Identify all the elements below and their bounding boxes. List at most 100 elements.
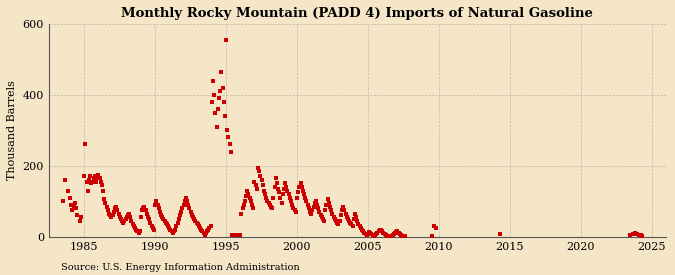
Point [342, 217, 353, 221]
Point [196, 227, 207, 232]
Point [180, 199, 190, 204]
Point [298, 188, 308, 193]
Point [323, 201, 334, 205]
Point [167, 231, 178, 235]
Point [314, 210, 325, 214]
Point [122, 213, 133, 218]
Point [140, 208, 151, 212]
Point [383, 234, 394, 238]
Point [315, 213, 326, 218]
Point [177, 206, 188, 211]
Point [71, 206, 82, 211]
Point [237, 206, 248, 211]
Point [317, 215, 327, 219]
Point [637, 233, 647, 238]
Point [236, 211, 247, 216]
Point [298, 192, 309, 196]
Point [342, 215, 352, 219]
Point [353, 222, 364, 227]
Point [82, 188, 93, 193]
Point [495, 232, 506, 236]
Point [262, 199, 273, 204]
Point [356, 226, 367, 230]
Point [208, 78, 219, 83]
Point [204, 226, 215, 230]
Point [197, 229, 208, 233]
Point [74, 219, 85, 223]
Point [156, 213, 167, 218]
Point [128, 222, 138, 227]
Point [293, 190, 304, 194]
Point [227, 233, 238, 237]
Point [244, 196, 255, 200]
Point [232, 233, 242, 237]
Point [158, 217, 169, 221]
Point [100, 201, 111, 205]
Point [145, 220, 156, 225]
Point [125, 215, 136, 219]
Point [360, 232, 371, 236]
Point [312, 203, 323, 207]
Point [352, 219, 362, 223]
Point [288, 206, 299, 211]
Point [333, 222, 344, 227]
Point [235, 233, 246, 237]
Point [365, 231, 376, 235]
Point [289, 208, 300, 212]
Point [134, 229, 145, 233]
Point [221, 38, 232, 42]
Point [265, 203, 275, 207]
Point [263, 201, 274, 205]
Point [172, 220, 183, 225]
Point [189, 217, 200, 221]
Point [113, 211, 124, 216]
Point [95, 180, 106, 184]
Point [431, 226, 442, 230]
Point [136, 208, 147, 212]
Point [337, 208, 348, 212]
Point [325, 204, 335, 209]
Point [364, 230, 375, 235]
Point [366, 232, 377, 236]
Point [238, 203, 249, 207]
Point [370, 233, 381, 237]
Point [323, 197, 333, 202]
Point [217, 86, 228, 90]
Point [198, 231, 209, 235]
Point [142, 211, 153, 216]
Point [215, 89, 225, 94]
Point [107, 213, 118, 218]
Point [216, 70, 227, 74]
Point [328, 215, 339, 219]
Point [223, 135, 234, 140]
Point [117, 219, 128, 223]
Point [279, 187, 290, 191]
Point [246, 203, 257, 207]
Point [375, 228, 386, 232]
Point [68, 204, 79, 209]
Point [345, 220, 356, 225]
Point [429, 224, 439, 228]
Point [219, 114, 230, 118]
Point [70, 201, 80, 205]
Point [250, 183, 261, 188]
Point [104, 211, 115, 216]
Point [210, 110, 221, 115]
Point [194, 226, 205, 230]
Point [166, 229, 177, 233]
Point [269, 185, 280, 189]
Point [394, 231, 404, 235]
Point [356, 227, 367, 232]
Point [625, 233, 636, 237]
Point [372, 231, 383, 235]
Point [163, 224, 173, 228]
Point [98, 188, 109, 193]
Point [200, 231, 211, 235]
Point [295, 181, 306, 186]
Point [633, 232, 644, 237]
Point [307, 208, 318, 212]
Point [271, 181, 282, 186]
Point [211, 125, 222, 129]
Point [126, 219, 137, 223]
Point [234, 233, 244, 237]
